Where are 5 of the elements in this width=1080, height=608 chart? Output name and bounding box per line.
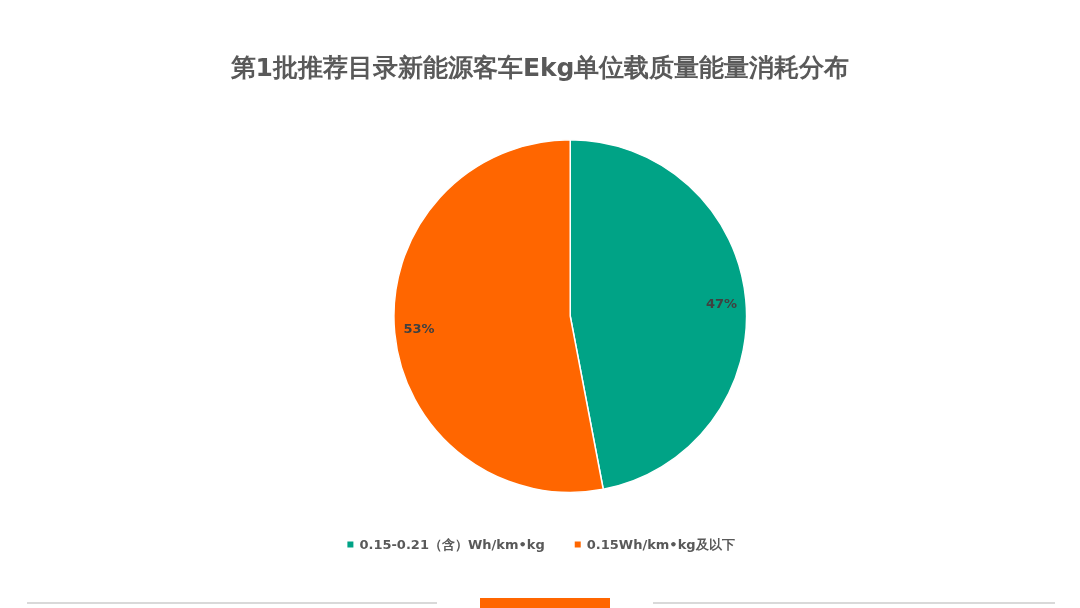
data-label: 53% bbox=[403, 321, 435, 337]
data-label: 47% bbox=[705, 295, 738, 311]
legend-label: 0.15-0.21（含）Wh/km•kg bbox=[359, 537, 545, 552]
chart-title: 第1批推荐目录新能源客车Ekg单位载质量能量消耗分布 bbox=[229, 53, 850, 82]
legend-label: 0.15Wh/km•kg及以下 bbox=[586, 537, 735, 552]
